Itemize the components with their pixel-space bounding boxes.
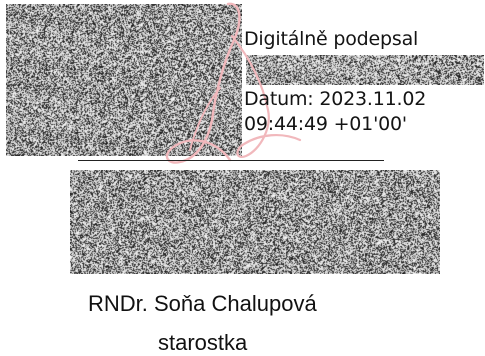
redacted-signatory-block <box>6 4 242 156</box>
signature-time: 09:44:49 +01'00' <box>244 113 407 135</box>
digital-signature-label: Digitálně podepsal <box>244 28 419 50</box>
redacted-signer-name <box>246 55 484 85</box>
signature-line <box>78 160 384 161</box>
signatory-role: starostka <box>158 330 248 355</box>
signature-date: Datum: 2023.11.02 <box>244 88 427 110</box>
signatory-name: RNDr. Soňa Chalupová <box>88 291 317 316</box>
redacted-stamp-area <box>70 170 440 274</box>
